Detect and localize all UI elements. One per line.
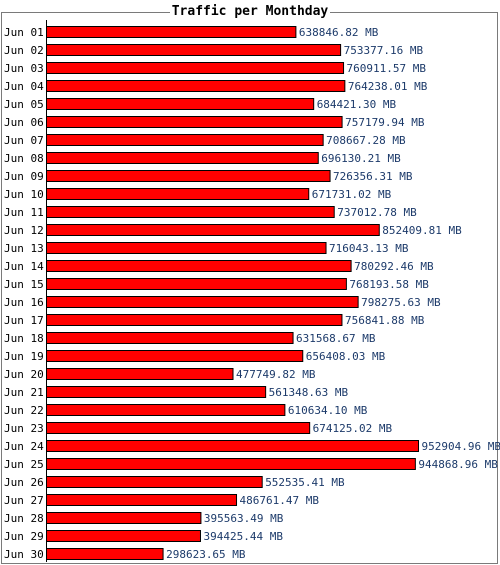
bar-value-label: 798275.63 MB: [361, 296, 441, 309]
bar-value-label: 768193.58 MB: [349, 278, 429, 291]
bar: [46, 44, 342, 56]
bar-value-label: 753377.16 MB: [344, 44, 424, 57]
bar-value-label: 561348.63 MB: [269, 386, 349, 399]
bar: [46, 278, 347, 290]
bar: [46, 260, 352, 272]
bar-value-label: 552535.41 MB: [265, 476, 345, 489]
bar-value-label: 716043.13 MB: [329, 242, 409, 255]
category-label: Jun 21: [4, 386, 44, 399]
bar: [46, 170, 331, 182]
bar-value-label: 737012.78 MB: [337, 206, 417, 219]
category-label: Jun 11: [4, 206, 44, 219]
bar: [46, 494, 238, 506]
bar: [46, 512, 202, 524]
bar-value-label: 638846.82 MB: [299, 26, 379, 39]
category-label: Jun 14: [4, 260, 44, 273]
bar-value-label: 708667.28 MB: [326, 134, 406, 147]
bar-value-label: 674125.02 MB: [313, 422, 393, 435]
bar-value-label: 684421.30 MB: [317, 98, 397, 111]
category-label: Jun 04: [4, 80, 44, 93]
bar: [46, 458, 416, 470]
bar: [46, 98, 315, 110]
bar-value-label: 631568.67 MB: [296, 332, 376, 345]
bar-value-label: 852409.81 MB: [382, 224, 462, 237]
category-label: Jun 16: [4, 296, 44, 309]
category-label: Jun 02: [4, 44, 44, 57]
category-label: Jun 20: [4, 368, 44, 381]
category-label: Jun 10: [4, 188, 44, 201]
bar-value-label: 656408.03 MB: [306, 350, 386, 363]
bar-value-label: 780292.46 MB: [354, 260, 434, 273]
bar: [46, 152, 319, 164]
category-label: Jun 28: [4, 512, 44, 525]
bar: [46, 296, 359, 308]
bar: [46, 476, 263, 488]
bar: [46, 116, 343, 128]
bar-value-label: 696130.21 MB: [321, 152, 401, 165]
bar-value-label: 952904.96 MB: [422, 440, 500, 453]
category-label: Jun 27: [4, 494, 44, 507]
category-label: Jun 18: [4, 332, 44, 345]
category-label: Jun 03: [4, 62, 44, 75]
bar: [46, 440, 419, 452]
bar-value-label: 477749.82 MB: [236, 368, 316, 381]
category-label: Jun 06: [4, 116, 44, 129]
bar: [46, 314, 343, 326]
bar: [46, 26, 297, 38]
category-label: Jun 22: [4, 404, 44, 417]
bar: [46, 368, 234, 380]
category-label: Jun 29: [4, 530, 44, 543]
bar: [46, 224, 380, 236]
bar: [46, 332, 294, 344]
bar-value-label: 944868.96 MB: [418, 458, 498, 471]
category-label: Jun 24: [4, 440, 44, 453]
category-label: Jun 17: [4, 314, 44, 327]
bar: [46, 350, 304, 362]
category-label: Jun 08: [4, 152, 44, 165]
bar-value-label: 394425.44 MB: [203, 530, 283, 543]
category-label: Jun 05: [4, 98, 44, 111]
category-label: Jun 13: [4, 242, 44, 255]
bar: [46, 134, 324, 146]
bar: [46, 62, 345, 74]
bar: [46, 548, 164, 560]
category-label: Jun 01: [4, 26, 44, 39]
bar-value-label: 764238.01 MB: [348, 80, 428, 93]
category-label: Jun 19: [4, 350, 44, 363]
bar: [46, 188, 310, 200]
bar-value-label: 756841.88 MB: [345, 314, 425, 327]
bar: [46, 386, 267, 398]
bar-value-label: 757179.94 MB: [345, 116, 425, 129]
bar: [46, 80, 346, 92]
category-label: Jun 07: [4, 134, 44, 147]
bar-value-label: 726356.31 MB: [333, 170, 413, 183]
category-label: Jun 15: [4, 278, 44, 291]
bar-value-label: 298623.65 MB: [166, 548, 246, 561]
category-label: Jun 09: [4, 170, 44, 183]
bar-value-label: 395563.49 MB: [204, 512, 284, 525]
category-label: Jun 12: [4, 224, 44, 237]
category-label: Jun 25: [4, 458, 44, 471]
category-label: Jun 26: [4, 476, 44, 489]
bar: [46, 530, 201, 542]
bar: [46, 206, 335, 218]
category-label: Jun 30: [4, 548, 44, 561]
bar: [46, 242, 327, 254]
chart-title-text: Traffic per Monthday: [169, 4, 331, 19]
bar: [46, 422, 311, 434]
bar-value-label: 610634.10 MB: [288, 404, 368, 417]
bar: [46, 404, 286, 416]
chart-title: Traffic per Monthday: [0, 4, 500, 20]
bar-value-label: 486761.47 MB: [240, 494, 320, 507]
bar-value-label: 671731.02 MB: [312, 188, 392, 201]
category-label: Jun 23: [4, 422, 44, 435]
bar-value-label: 760911.57 MB: [347, 62, 427, 75]
